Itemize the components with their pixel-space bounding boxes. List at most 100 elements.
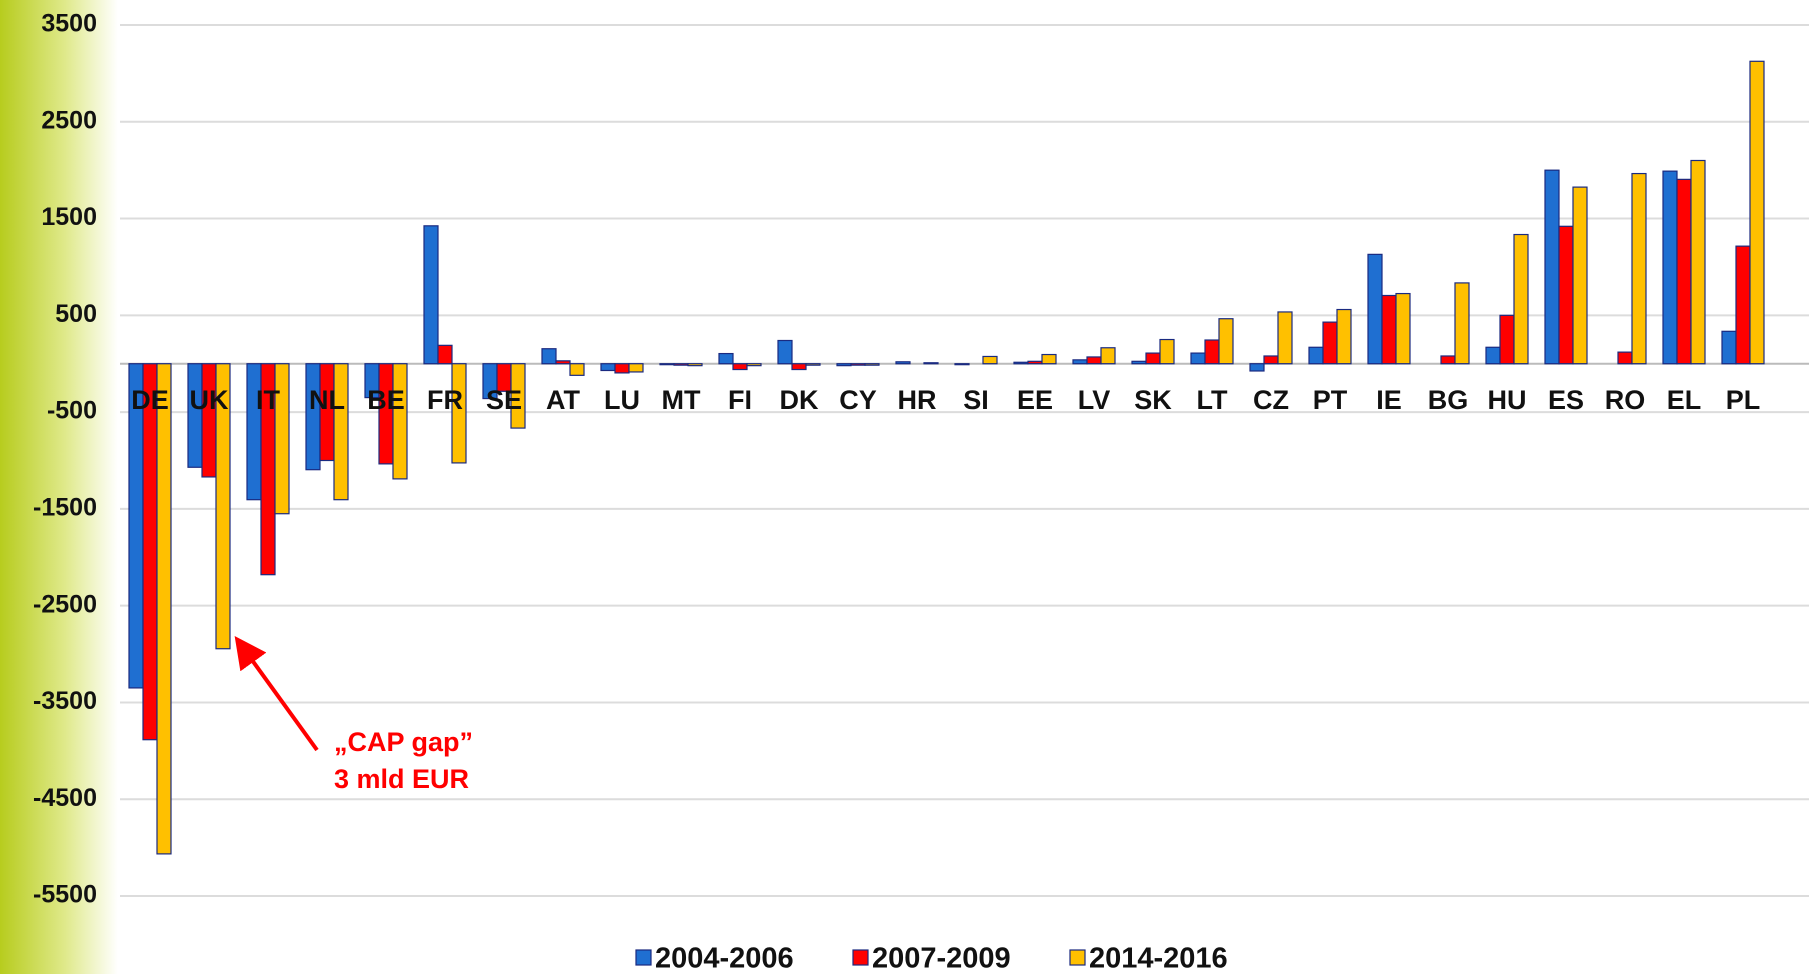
- bar: [1322, 321, 1338, 365]
- annotation: 3 mld EUR: [334, 764, 469, 794]
- bar: [451, 363, 467, 464]
- bar: [1513, 233, 1529, 365]
- bar: [600, 363, 616, 372]
- bar: [1676, 178, 1692, 365]
- bar: [1204, 339, 1220, 365]
- bar: [1263, 355, 1279, 365]
- bar: [510, 363, 526, 429]
- x-tick-label: DK: [780, 385, 819, 415]
- y-tick-label: 1500: [41, 203, 97, 231]
- bar: [1041, 353, 1057, 365]
- bars: [128, 60, 1765, 855]
- bar: [555, 360, 571, 365]
- bar: [895, 361, 911, 365]
- bar: [836, 363, 852, 367]
- legend-swatch: [635, 949, 652, 966]
- bar: [1572, 186, 1588, 365]
- bar: [201, 363, 217, 478]
- y-tick-label: -2500: [33, 590, 97, 618]
- x-tick-label: EE: [1017, 385, 1053, 415]
- bar: [142, 363, 158, 741]
- annotation-arrow: [234, 636, 319, 752]
- bar: [1277, 311, 1293, 365]
- x-tick-label: BG: [1428, 385, 1469, 415]
- x-tick-label: CZ: [1253, 385, 1289, 415]
- x-tick-label: PT: [1313, 385, 1348, 415]
- bar: [791, 363, 807, 371]
- y-tick-label: -1500: [33, 493, 97, 521]
- bar: [777, 339, 793, 365]
- bar: [628, 363, 644, 373]
- labels: 3500 2500 1500 500 -500 -1500 -2500 -3500 -4500 -…: [33, 10, 1760, 974]
- bar: [569, 363, 585, 376]
- bar: [187, 363, 203, 468]
- y-tick-label: -3500: [33, 687, 97, 715]
- bar: [156, 363, 172, 855]
- bar: [333, 363, 349, 501]
- bar: [718, 352, 734, 365]
- side-band: [0, 0, 118, 974]
- x-tick-label: BE: [367, 385, 405, 415]
- x-tick-label: SE: [486, 385, 522, 415]
- bar: [687, 363, 703, 367]
- bar: [1131, 360, 1147, 365]
- bar: [1145, 352, 1161, 365]
- x-tick-label: SK: [1134, 385, 1172, 415]
- x-tick-label: UK: [190, 385, 229, 415]
- bar: [392, 363, 408, 480]
- legend-swatch: [1069, 949, 1086, 966]
- y-tick-label: -4500: [33, 784, 97, 812]
- x-tick-label: AT: [546, 385, 580, 415]
- x-tick-label: RO: [1605, 385, 1646, 415]
- x-tick-label: LU: [604, 385, 640, 415]
- bar: [1558, 225, 1574, 365]
- x-tick-label: CY: [839, 385, 877, 415]
- y-tick-label: -5500: [33, 881, 97, 909]
- bar: [1072, 359, 1088, 365]
- bar: [1617, 351, 1633, 365]
- bar: [274, 363, 290, 515]
- annotation: „CAP gap”: [334, 727, 473, 757]
- y-tick-label: -500: [47, 397, 97, 425]
- bar: [614, 363, 630, 374]
- bar: [850, 363, 866, 366]
- bar: [1631, 172, 1647, 365]
- bar: [1485, 346, 1501, 365]
- bar: [1499, 314, 1515, 365]
- bar: [1544, 169, 1560, 365]
- x-tick-label: LV: [1078, 385, 1111, 415]
- bar: [437, 344, 453, 365]
- bar: [659, 363, 675, 366]
- x-tick-label: NL: [309, 385, 345, 415]
- bar: [1100, 347, 1116, 365]
- y-tick-label: 2500: [41, 106, 97, 134]
- x-tick-label: IE: [1376, 385, 1402, 415]
- x-tick-label: HU: [1488, 385, 1527, 415]
- bar: [1218, 318, 1234, 365]
- bar: [1721, 330, 1737, 365]
- legend-label: 2004-2006: [655, 943, 794, 974]
- x-tick-label: HR: [898, 385, 937, 415]
- x-tick-label: LT: [1197, 385, 1228, 415]
- legend-label: 2007-2009: [872, 943, 1011, 974]
- bar: [1013, 361, 1029, 365]
- y-tick-label: 3500: [41, 10, 97, 38]
- bar: [1159, 338, 1175, 365]
- bar: [1454, 282, 1470, 365]
- bar: [1662, 170, 1678, 365]
- bar: [1735, 245, 1751, 365]
- x-tick-label: SI: [963, 385, 989, 415]
- bar: [1249, 363, 1265, 372]
- bar: [954, 363, 970, 366]
- bar: [1749, 60, 1765, 365]
- bar: [923, 362, 939, 365]
- bar: [1190, 352, 1206, 365]
- x-tick-label: FI: [728, 385, 752, 415]
- x-tick-label: DE: [131, 385, 169, 415]
- bar: [423, 225, 439, 365]
- x-tick-label: EL: [1667, 385, 1702, 415]
- legend-label: 2014-2016: [1089, 943, 1228, 974]
- x-tick-label: IT: [256, 385, 281, 415]
- bar: [1027, 360, 1043, 365]
